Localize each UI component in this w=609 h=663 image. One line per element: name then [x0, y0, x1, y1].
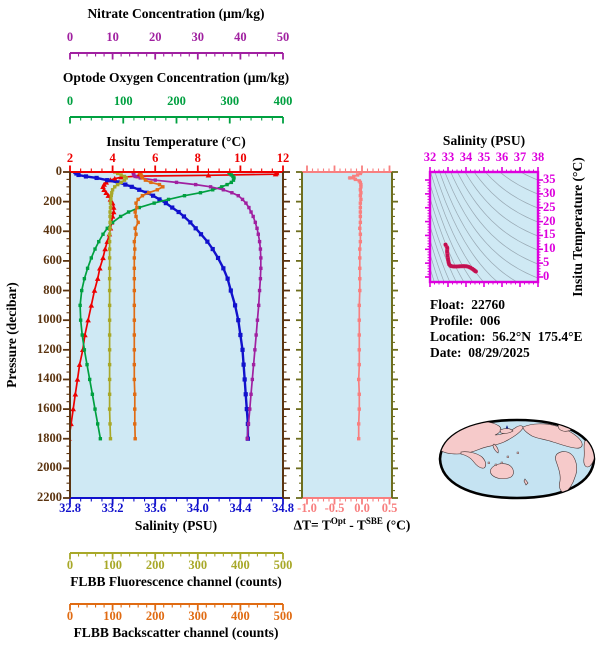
fluorescence-axis — [69, 552, 284, 560]
profile-series-group — [70, 172, 280, 441]
ts-frame — [425, 167, 543, 287]
delta-t-series-group — [347, 172, 363, 441]
delta-t-plot-area — [302, 172, 392, 498]
delta-t-bottom-axis — [302, 497, 392, 505]
nitrate-curve — [132, 172, 262, 439]
delta-t-right-frame — [391, 171, 398, 499]
delta-t-left-frame — [296, 171, 303, 499]
salinity-axis — [69, 497, 284, 505]
main-plot-area — [70, 172, 283, 498]
delta-t-top-axis — [302, 165, 392, 173]
ts-curve-group — [443, 242, 478, 274]
temperature-axis — [69, 165, 284, 173]
nitrate-axis — [69, 52, 284, 60]
oxygen-axis — [69, 116, 284, 124]
pressure-axis — [63, 171, 71, 499]
backscatter-axis — [69, 603, 284, 611]
main-right-frame — [282, 171, 290, 499]
